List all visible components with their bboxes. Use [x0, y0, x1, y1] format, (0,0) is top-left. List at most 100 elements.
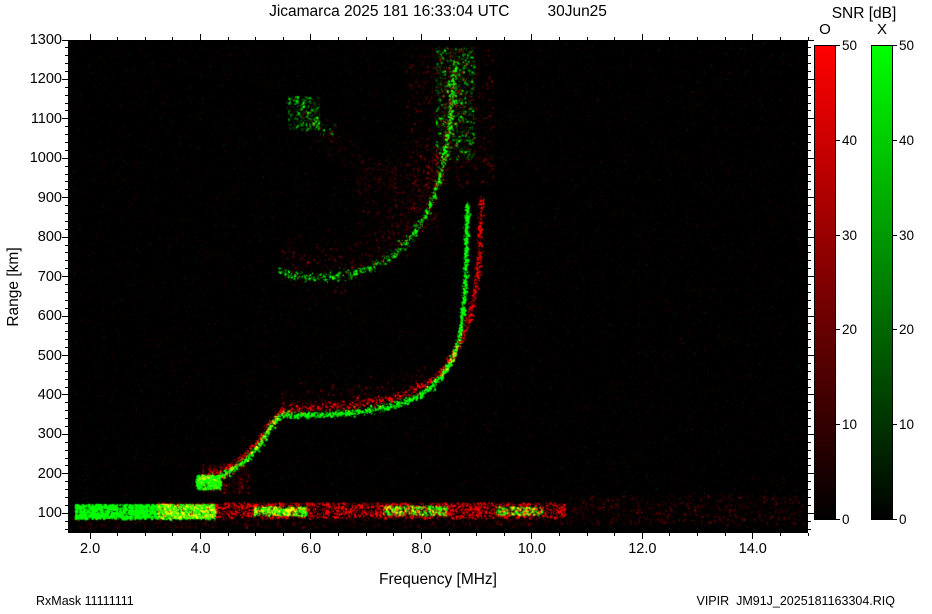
x-tick-mark [172, 37, 174, 40]
y-tick-mark [62, 512, 68, 514]
plot-date: 30Jun25 [547, 3, 607, 20]
y-tick-mark [808, 394, 814, 396]
y-tick-mark [808, 213, 811, 215]
y-tick-mark [808, 386, 811, 388]
x-tick-mark [255, 37, 257, 40]
y-tick-mark [65, 205, 68, 207]
y-tick-mark [808, 347, 811, 349]
y-tick-mark [65, 504, 68, 506]
y-tick-mark [65, 528, 68, 530]
y-tick-mark [808, 426, 811, 427]
y-tick-mark [65, 441, 68, 443]
colorbar-tick-mark [836, 519, 840, 520]
x-tick-mark [641, 34, 643, 40]
y-tick-mark [65, 291, 68, 293]
y-tick-mark [808, 78, 814, 80]
y-tick-mark [808, 449, 811, 451]
y-tick-mark [808, 315, 814, 317]
y-tick-mark [808, 189, 811, 191]
x-tick-mark [255, 533, 257, 536]
y-tick-label: 100 [37, 505, 62, 522]
x-tick-mark [641, 533, 643, 539]
colorbar-tick-label: 50 [899, 38, 915, 53]
y-tick-mark [65, 386, 68, 388]
y-tick-label: 700 [37, 268, 62, 285]
x-tick-mark [724, 533, 726, 536]
y-tick-mark [65, 284, 68, 286]
colorbar-tick-mark [836, 329, 840, 331]
y-tick-mark [62, 315, 68, 317]
y-tick-mark [808, 118, 814, 120]
y-tick-mark [65, 149, 68, 151]
y-tick-mark [808, 473, 814, 475]
y-tick-mark [808, 228, 811, 230]
y-tick-mark [808, 244, 811, 246]
y-tick-mark [808, 355, 814, 357]
y-tick-mark [65, 497, 68, 498]
y-tick-mark [808, 126, 811, 128]
x-tick-mark [531, 533, 533, 539]
x-tick-label: 2.0 [79, 541, 101, 557]
y-tick-mark [808, 497, 811, 498]
y-tick-label: 1300 [29, 32, 62, 48]
y-tick-mark [65, 402, 68, 404]
y-tick-mark [62, 118, 68, 120]
colorbar-tick-label: 40 [899, 132, 915, 148]
x-tick-mark [531, 34, 533, 40]
y-tick-mark [808, 94, 811, 96]
colorbar-tick-mark [893, 519, 897, 520]
y-tick-mark [65, 252, 68, 254]
y-tick-mark [808, 457, 811, 459]
x-tick-label: 8.0 [411, 541, 432, 557]
colorbar-tick-mark [893, 424, 897, 426]
y-tick-mark [808, 362, 811, 364]
y-tick-mark [65, 418, 68, 420]
x-tick-mark [586, 37, 588, 40]
y-tick-label: 1200 [29, 71, 62, 88]
y-tick-mark [808, 378, 811, 380]
colorbar-tick-mark [893, 329, 897, 331]
y-tick-mark [62, 394, 68, 396]
colorbar-tick-label: 20 [842, 322, 858, 338]
colorbar-X [871, 45, 893, 520]
y-tick-label: 1000 [29, 150, 62, 167]
x-tick-label: 4.0 [190, 541, 211, 557]
x-tick-mark [807, 533, 809, 536]
y-tick-mark [808, 205, 811, 207]
y-tick-label: 300 [37, 426, 62, 443]
y-tick-mark [65, 347, 68, 349]
colorbar-tick-label: 10 [842, 417, 858, 433]
y-tick-mark [65, 47, 68, 49]
x-tick-mark [614, 533, 616, 536]
y-tick-mark [62, 433, 68, 435]
y-tick-mark [65, 268, 68, 270]
x-tick-mark [586, 533, 588, 536]
y-tick-mark [808, 465, 811, 467]
x-tick-mark [227, 37, 229, 40]
x-tick-mark [89, 533, 91, 539]
x-tick-mark [338, 37, 340, 40]
y-tick-mark [65, 410, 68, 412]
y-tick-label: 200 [37, 465, 62, 482]
x-tick-mark [558, 37, 560, 40]
y-tick-mark [808, 260, 811, 262]
file-id-text: VIPIR JM91J_2025181163304.RIQ [696, 594, 895, 608]
x-tick-mark [393, 533, 395, 536]
y-tick-mark [808, 520, 811, 522]
y-tick-mark [65, 181, 68, 183]
x-tick-mark [779, 37, 781, 40]
colorbar-tick-mark [893, 234, 897, 236]
y-tick-mark [808, 102, 811, 104]
x-tick-mark [503, 533, 505, 536]
colorbar-title: SNR [dB] [831, 5, 897, 22]
y-tick-mark [808, 433, 814, 435]
x-tick-mark [697, 37, 699, 40]
x-tick-mark [365, 533, 367, 536]
x-tick-mark [144, 533, 146, 536]
y-tick-mark [808, 489, 811, 491]
x-tick-mark [310, 533, 312, 539]
x-tick-mark [338, 533, 340, 536]
colorbar-tick-label: 10 [899, 417, 915, 433]
y-tick-mark [65, 489, 68, 491]
